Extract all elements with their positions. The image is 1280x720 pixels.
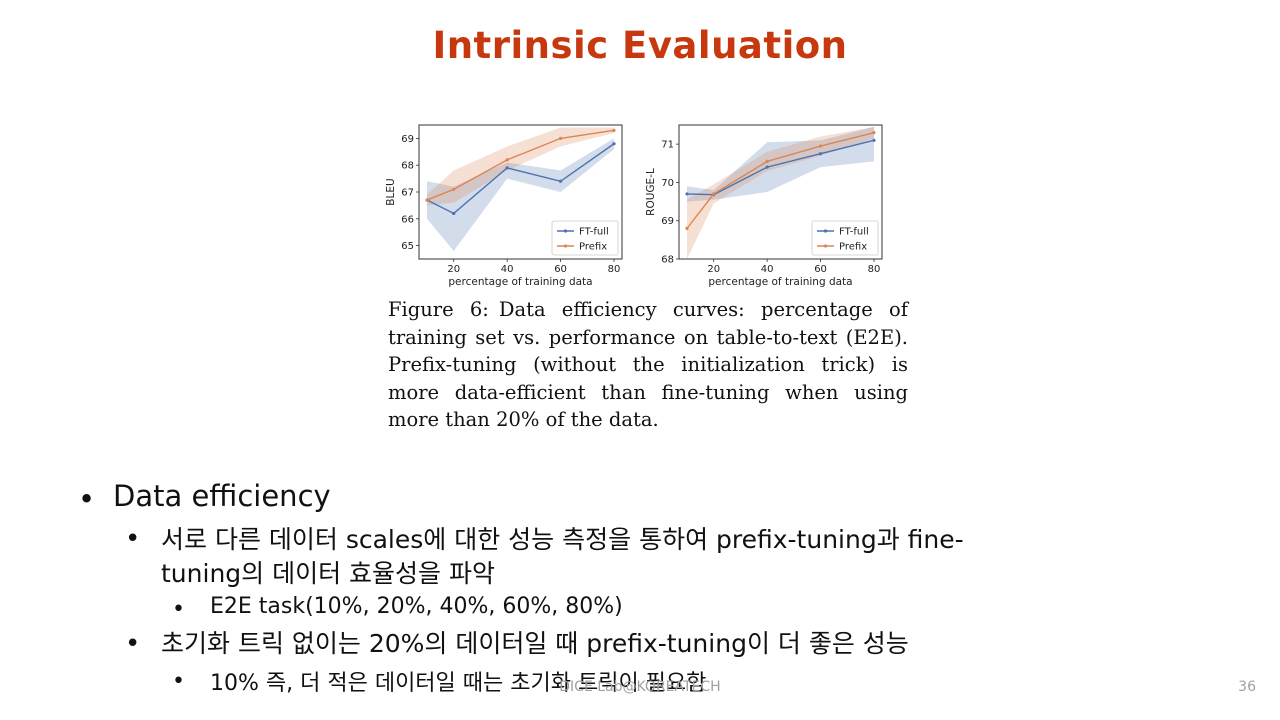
data-point: [685, 226, 689, 230]
legend-marker: [823, 229, 828, 233]
slide-title: Intrinsic Evaluation: [432, 24, 848, 67]
legend-marker: [563, 244, 568, 248]
data-point: [505, 166, 509, 170]
data-point: [612, 142, 616, 146]
data-point: [818, 152, 823, 156]
plot-frame: [678, 124, 883, 260]
legend: FT-full Prefix: [811, 220, 879, 256]
bullet-marker: •: [172, 597, 185, 622]
bullet-e2e-task: E2E task(10%, 20%, 40%, 60%, 80%): [210, 594, 623, 619]
y-tick-label: 68: [661, 255, 674, 266]
data-point: [558, 136, 563, 140]
x-tick-label: 80: [868, 264, 881, 275]
x-tick-label: 40: [761, 264, 774, 275]
data-point: [872, 131, 876, 135]
y-tick-label: 68: [401, 161, 414, 172]
data-point: [685, 192, 689, 196]
data-point: [505, 158, 509, 162]
slide-footer: DICE Lab@KOREATECH: [559, 679, 721, 695]
chart-rouge-l: 20 40 60 80 68 69 70 71 percentage of training d…: [645, 124, 883, 288]
bullet-marker: •: [125, 629, 141, 659]
x-tick-label: 60: [554, 264, 567, 275]
confidence-band: [687, 126, 874, 260]
data-point: [425, 198, 429, 202]
data-efficiency-figure: 20 40 60 80 65 66 67 68 69 percentage of training…: [385, 124, 883, 288]
data-point: [452, 211, 456, 216]
chart-bleu: 20 40 60 80 65 66 67 68 69 percentage of training…: [385, 124, 623, 288]
y-tick-label: 69: [401, 134, 414, 145]
bullet-data-efficiency: Data efficiency: [113, 479, 331, 513]
legend-label: FT-full: [839, 227, 869, 238]
legend-marker: [823, 244, 828, 248]
bullet-init-trick: 초기화 트릭 없이는 20%의 데이터일 때 prefix-tuning이 더 …: [161, 629, 909, 658]
page-number: 36: [1238, 679, 1256, 695]
confidence-band: [427, 127, 614, 206]
confidence-band: [427, 138, 614, 251]
x-tick-label: 20: [707, 264, 720, 275]
legend: FT-full Prefix: [551, 220, 619, 256]
data-point: [612, 128, 616, 132]
data-point: [558, 179, 563, 183]
legend-label: Prefix: [579, 242, 607, 253]
x-axis-label: percentage of training data: [708, 276, 852, 288]
bullet-scales-line2: tuning의 데이터 효율성을 파악: [161, 559, 495, 588]
y-axis-label: ROUGE-L: [645, 168, 657, 216]
data-point: [765, 165, 769, 169]
legend-marker: [563, 229, 568, 233]
y-axis-label: BLEU: [385, 178, 397, 205]
x-tick-label: 20: [447, 264, 460, 275]
bullet-marker: •: [125, 524, 141, 554]
data-point: [765, 159, 769, 163]
y-tick-label: 70: [661, 178, 674, 189]
figure-caption-text: Data efficiency curves: percentage of tr…: [388, 298, 908, 431]
bullet-marker: •: [78, 482, 96, 516]
y-tick-label: 67: [401, 188, 414, 199]
x-axis-label: percentage of training data: [448, 276, 592, 288]
figure-caption-label: Figure 6:: [388, 298, 489, 321]
data-point: [872, 138, 876, 142]
figure-caption: Figure 6: Data efficiency curves: percent…: [388, 296, 908, 434]
data-point: [452, 187, 456, 191]
y-tick-label: 69: [661, 216, 674, 227]
legend-label: FT-full: [579, 227, 609, 238]
data-point: [818, 144, 823, 148]
bullet-scales-line1: 서로 다른 데이터 scales에 대한 성능 측정을 통하여 prefix-t…: [161, 525, 964, 554]
legend-label: Prefix: [839, 242, 867, 253]
x-tick-label: 40: [501, 264, 514, 275]
x-tick-label: 60: [814, 264, 827, 275]
x-tick-label: 80: [608, 264, 621, 275]
y-tick-label: 66: [401, 214, 414, 225]
y-tick-label: 71: [661, 140, 674, 151]
data-point: [712, 192, 716, 196]
y-tick-label: 65: [401, 241, 414, 252]
